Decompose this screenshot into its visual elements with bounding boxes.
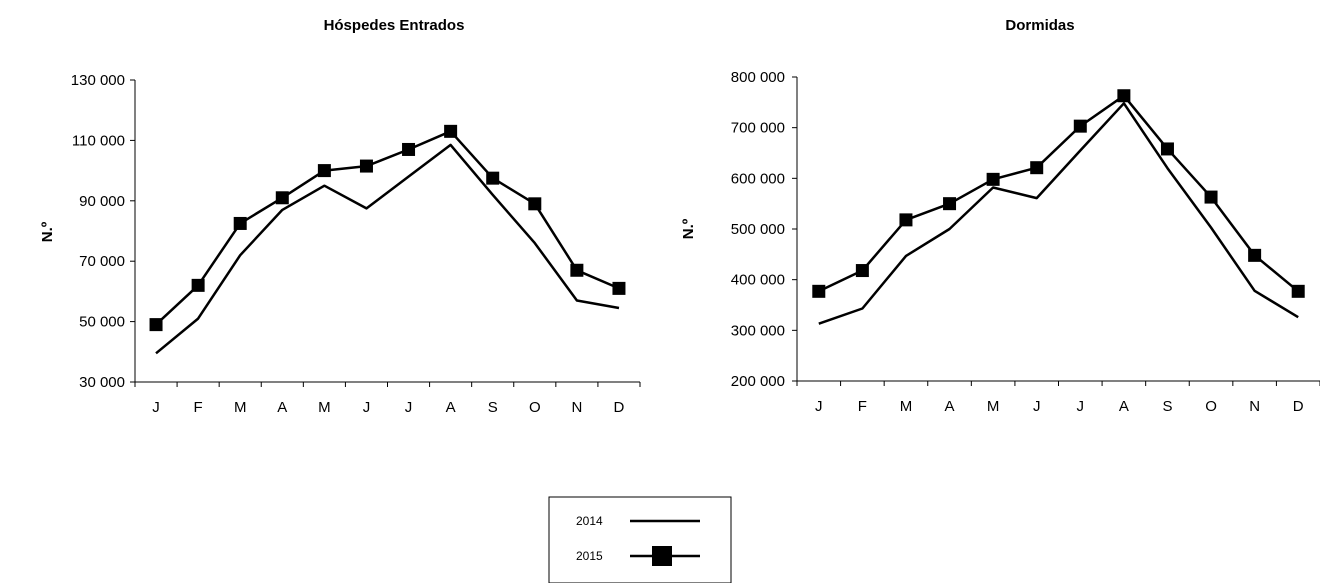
y-tick-label: 500 000	[731, 221, 785, 238]
x-tick-label: A	[446, 399, 456, 416]
x-tick-label: J	[1077, 398, 1085, 415]
x-tick-label: A	[1119, 398, 1129, 415]
y-tick-label: 800 000	[731, 69, 785, 86]
chart-hospedes-entrados: Hóspedes Entrados N.º 30 000 50 000 70 000…	[39, 17, 641, 416]
data-point-2015	[812, 284, 826, 298]
legend-swatch-2015-marker	[652, 546, 672, 566]
x-tick-label: J	[405, 399, 413, 416]
data-point-2015	[612, 281, 626, 295]
series-line-2015	[818, 94, 1299, 293]
chart-dormidas: Dormidas N.º 200 000 300 000 400 000 500 00…	[680, 17, 1320, 415]
x-tick-label: N	[1249, 398, 1260, 415]
data-point-2015	[570, 263, 584, 277]
legend-label-2015: 2015	[576, 549, 603, 563]
x-tick-label: M	[900, 398, 913, 415]
data-point-2015	[191, 278, 205, 292]
data-point-2015	[275, 191, 289, 205]
x-tick-label: M	[234, 399, 247, 416]
data-point-2015	[1204, 190, 1218, 204]
y-tick-label: 600 000	[731, 170, 785, 187]
x-tick-label: N	[571, 399, 582, 416]
x-tick-label: S	[488, 399, 498, 416]
data-point-2015	[1160, 142, 1174, 156]
x-tick-label: J	[815, 398, 823, 415]
data-point-2015	[855, 264, 869, 278]
y-tick-label: 30 000	[79, 374, 125, 391]
legend: 2014 2015	[548, 496, 732, 583]
series-line-2014	[818, 102, 1299, 325]
x-tick-label: O	[529, 399, 541, 416]
x-tick-label: F	[194, 399, 203, 416]
y-tick-label: 700 000	[731, 120, 785, 137]
y-tick-label: 130 000	[71, 72, 125, 89]
data-point-2015	[1291, 284, 1305, 298]
x-tick-label: A	[945, 398, 955, 415]
data-point-2015	[1073, 119, 1087, 133]
x-tick-label: A	[277, 399, 287, 416]
data-point-2015	[1030, 161, 1044, 175]
series-line-2015	[155, 130, 620, 326]
y-axis-title: N.º	[39, 221, 56, 242]
y-tick-label: 70 000	[79, 253, 125, 270]
data-point-2015	[986, 172, 1000, 186]
x-tick-label: F	[858, 398, 867, 415]
x-tick-label: O	[1205, 398, 1217, 415]
legend-box	[548, 496, 732, 583]
data-point-2015	[149, 318, 163, 332]
y-tick-label: 300 000	[731, 322, 785, 339]
x-tick-label: S	[1162, 398, 1172, 415]
y-axis-title: N.º	[680, 218, 697, 239]
data-point-2015	[1117, 89, 1131, 103]
series-line-2014	[155, 143, 620, 355]
x-tick-label: J	[363, 399, 371, 416]
x-tick-label: J	[1033, 398, 1041, 415]
data-point-2015	[359, 159, 373, 173]
data-point-2015	[943, 197, 957, 211]
data-point-2015	[402, 142, 416, 156]
legend-label-2014: 2014	[576, 514, 603, 528]
chart-title: Dormidas	[1005, 17, 1074, 34]
y-tick-label: 50 000	[79, 314, 125, 331]
data-point-2015	[1248, 248, 1262, 262]
x-tick-label: D	[614, 399, 625, 416]
data-point-2015	[899, 213, 913, 227]
data-point-2015	[486, 171, 500, 185]
y-tick-label: 90 000	[79, 193, 125, 210]
x-tick-label: M	[987, 398, 1000, 415]
data-point-2015	[317, 164, 331, 178]
data-point-2015	[528, 197, 542, 211]
y-tick-label: 110 000	[72, 132, 125, 149]
x-tick-label: D	[1293, 398, 1304, 415]
data-point-2015	[444, 124, 458, 138]
data-point-2015	[233, 216, 247, 230]
y-tick-label: 400 000	[731, 272, 785, 289]
chart-title: Hóspedes Entrados	[324, 17, 465, 34]
y-tick-label: 200 000	[731, 373, 785, 390]
x-tick-label: M	[318, 399, 331, 416]
x-tick-label: J	[152, 399, 160, 416]
